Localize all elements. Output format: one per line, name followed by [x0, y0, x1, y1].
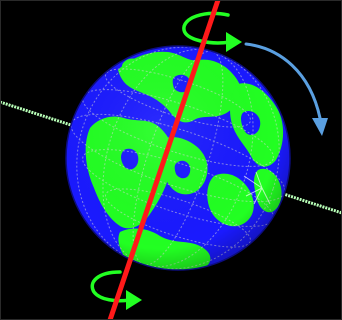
curved-direction-arrow-icon: [244, 42, 328, 136]
globe-shading: [66, 46, 290, 270]
globe-rim: [65, 45, 291, 271]
earth-globe: [65, 45, 291, 271]
curved-rotation-arrow-icon: [182, 11, 242, 52]
rotation-axis: [107, 0, 221, 320]
